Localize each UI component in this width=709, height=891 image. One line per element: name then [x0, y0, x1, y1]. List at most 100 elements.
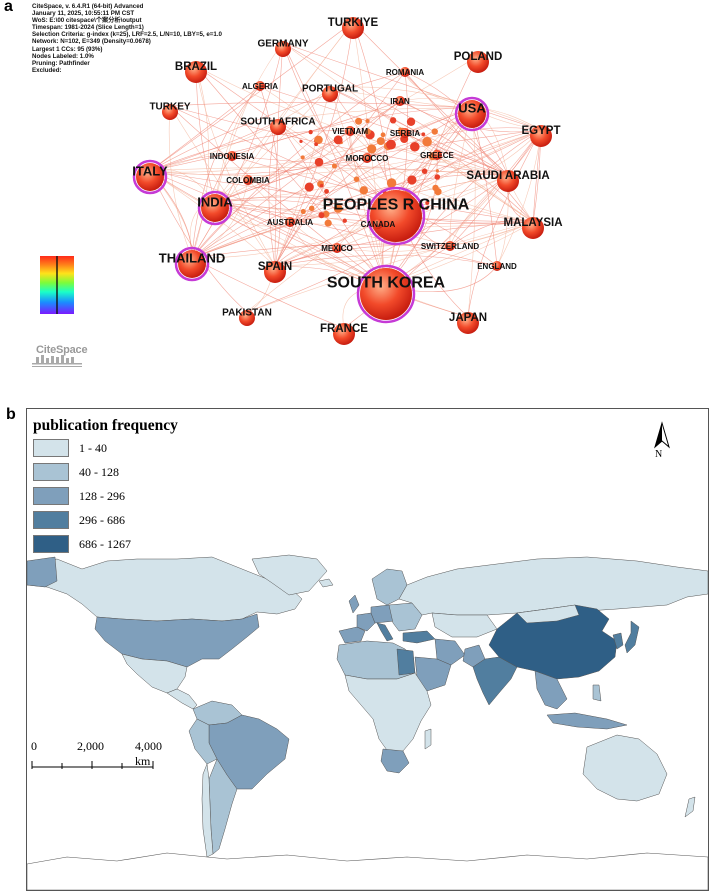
- network-node-label: INDIA: [197, 195, 233, 210]
- network-node-small: [407, 175, 417, 185]
- network-node-label: JAPAN: [449, 312, 487, 324]
- network-node-small: [386, 139, 396, 150]
- network-node: ITALY: [132, 159, 168, 195]
- network-edge: [277, 107, 473, 122]
- collaboration-network: TURKIYE GERMANY POLAND BRAZIL ROMANIA ALGERIA…: [132, 17, 563, 345]
- network-edge: [274, 21, 354, 267]
- network-node-label: GERMANY: [257, 39, 308, 50]
- network-node: PEOPLES R CHINA: [323, 186, 470, 246]
- panel-a-label: a: [4, 0, 13, 15]
- network-node-label: MEXICO: [321, 244, 353, 253]
- legend-item-3: 296 - 686: [31, 509, 178, 531]
- network-node-small: [422, 136, 432, 147]
- network-edge: [149, 167, 509, 176]
- network-node-small: [434, 174, 441, 180]
- network-node-small: [314, 157, 324, 167]
- network-node-small: [322, 210, 330, 218]
- meta-line-5: Network: N=102, E=349 (Density=0.0678): [32, 38, 151, 46]
- country-new-zealand: [684, 796, 696, 818]
- network-edge: [195, 65, 509, 176]
- country-uk: [348, 594, 360, 614]
- network-node-label: SERBIA: [390, 129, 420, 138]
- network-node: ALGERIA: [242, 81, 278, 91]
- network-node-small: [425, 200, 430, 205]
- network-node-small: [406, 117, 416, 126]
- legend-swatch: [33, 463, 69, 481]
- network-edge: [246, 221, 534, 313]
- network-node-label: TURKIYE: [328, 17, 379, 29]
- country-greenland: [251, 554, 328, 596]
- network-node-label: MOROCCO: [346, 154, 389, 163]
- country-russia: [398, 556, 708, 616]
- unlabeled-node-cluster: [299, 117, 442, 227]
- network-node-small: [364, 128, 371, 135]
- network-node: CANADA: [361, 219, 396, 229]
- country-south-africa: [380, 748, 410, 774]
- network-edge: [149, 132, 406, 173]
- map-legend: publication frequency 1 - 40 40 - 128 128 …: [31, 417, 178, 555]
- network-node-small: [421, 168, 428, 174]
- network-node-label: VIETNAM: [332, 127, 368, 136]
- network-edge: [385, 107, 473, 287]
- panel-b-label: b: [6, 406, 16, 423]
- network-edge: [149, 21, 354, 172]
- legend-item-4: 686 - 1267: [31, 533, 178, 555]
- network-node-small: [304, 182, 314, 192]
- scale-label-2: 4,000 km: [135, 739, 162, 768]
- network-edge: [274, 100, 401, 267]
- network-node: BRAZIL: [175, 61, 217, 83]
- network-node-label: MALAYSIA: [504, 217, 563, 229]
- legend-range: 686 - 1267: [79, 536, 131, 551]
- network-node-label: BRAZIL: [175, 61, 217, 73]
- network-edge: [149, 87, 331, 172]
- north-arrow-icon: [654, 421, 670, 449]
- network-node-label: AUSTRALIA: [267, 218, 313, 227]
- scale-label-0: 0: [31, 739, 37, 753]
- country-india: [472, 656, 518, 706]
- legend-swatch: [33, 487, 69, 505]
- country-central-america: [166, 688, 198, 710]
- country-japan: [624, 620, 640, 654]
- network-node-small: [324, 219, 332, 227]
- network-edge: [149, 130, 351, 172]
- network-node-label: INDONESIA: [210, 152, 255, 161]
- meta-line-3: Timespan: 1981-2024 (Slice Length=1): [32, 24, 144, 32]
- network-node-small: [314, 135, 323, 145]
- network-node: GREECE: [420, 150, 455, 160]
- network-node-label: SAUDI ARABIA: [466, 170, 549, 182]
- network-edge: [268, 120, 279, 267]
- network-edge: [246, 174, 509, 313]
- network-node: EGYPT: [522, 125, 560, 147]
- network-node: SOUTH AFRICA: [240, 117, 316, 135]
- country-france: [356, 612, 376, 632]
- network-node-small: [318, 212, 325, 219]
- network-node: POLAND: [454, 51, 503, 73]
- network-edge: [349, 130, 387, 287]
- country-southeast-asia: [534, 670, 568, 710]
- network-node-label: ITALY: [132, 164, 168, 179]
- network-edge: [149, 170, 469, 318]
- legend-range: 296 - 686: [79, 512, 125, 527]
- network-edge: [336, 221, 534, 252]
- network-node: IRAN: [390, 96, 410, 106]
- network-node-small: [324, 188, 329, 194]
- network-node-small: [342, 218, 347, 223]
- network-node: INDONESIA: [210, 151, 255, 161]
- network-edge: [277, 120, 534, 223]
- country-chile: [201, 763, 214, 858]
- country-madagascar: [424, 728, 432, 750]
- network-edge: [149, 170, 276, 267]
- country-egypt: [396, 648, 416, 676]
- network-edge: [259, 85, 281, 267]
- network-edge: [289, 107, 473, 223]
- country-indonesia: [546, 712, 628, 730]
- country-turkey: [402, 630, 436, 644]
- network-edge: [449, 129, 542, 247]
- network-node-label: POLAND: [454, 51, 503, 63]
- network-edge: [231, 155, 509, 176]
- network-node-small: [435, 169, 439, 173]
- network-node: INDIA: [197, 190, 233, 226]
- meta-line-0: CiteSpace, v. 6.4.R1 (64-bit) Advanced: [32, 3, 144, 10]
- network-node-label: GREECE: [420, 151, 454, 160]
- network-edge: [191, 65, 210, 259]
